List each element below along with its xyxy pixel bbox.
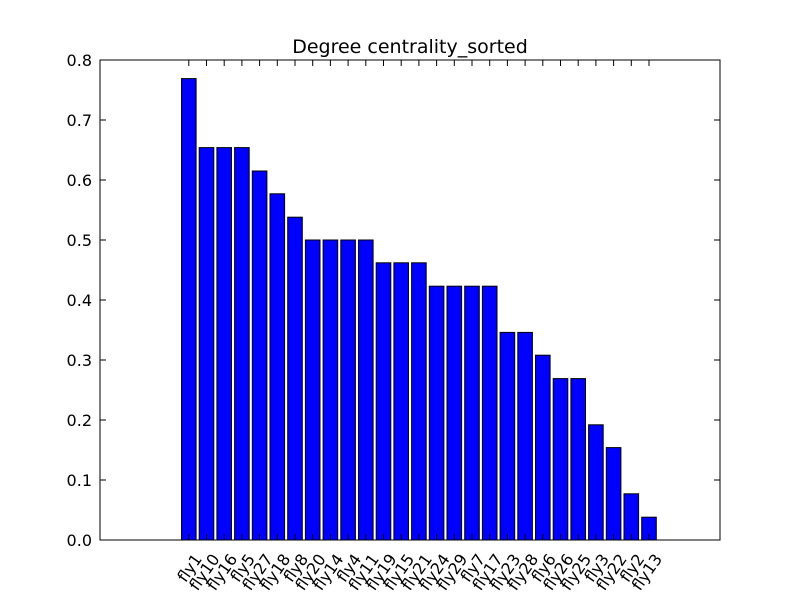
- bar-fly19: [375, 262, 392, 541]
- bar-fly14: [322, 239, 339, 541]
- bars-group: [181, 78, 657, 541]
- bar-fly6: [535, 354, 551, 541]
- bar-fly23: [499, 331, 516, 541]
- bar-fly3: [588, 424, 604, 541]
- bar-fly15: [393, 262, 409, 541]
- bar-fly22: [605, 447, 622, 541]
- y-tick-label: 0.0: [67, 531, 92, 550]
- y-tick-label: 0.3: [67, 351, 92, 370]
- y-tick-label: 0.6: [67, 171, 92, 190]
- y-tick-label: 0.7: [67, 111, 92, 130]
- bar-fly7: [464, 285, 480, 541]
- y-tick-label: 0.1: [67, 471, 92, 490]
- bar-fly11: [358, 239, 374, 541]
- bar-fly8: [287, 216, 303, 541]
- bar-fly26: [552, 378, 569, 541]
- y-axis: 0.0 0.1 0.2 0.3 0.4 0.5 0.6 0.7 0.8: [67, 51, 720, 550]
- bar-fly10: [198, 147, 215, 541]
- y-tick-label: 0.5: [67, 231, 92, 250]
- y-tick-label: 0.8: [67, 51, 92, 70]
- bar-fly21: [411, 262, 427, 541]
- x-axis: fly1fly10fly16fly5fly27fly18fly8fly20fly…: [173, 60, 666, 594]
- bar-fly27: [251, 170, 268, 541]
- bar-fly24: [428, 285, 445, 541]
- bar-fly17: [481, 285, 498, 541]
- bar-fly1: [181, 78, 197, 541]
- chart-title: Degree centrality_sorted: [292, 36, 528, 58]
- bar-fly2: [623, 493, 640, 541]
- bar-fly4: [340, 239, 356, 541]
- bar-fly25: [570, 378, 587, 541]
- plot-frame: [99, 59, 721, 541]
- bar-fly28: [517, 331, 533, 541]
- bar-fly16: [216, 147, 232, 541]
- bar-fly20: [304, 239, 321, 541]
- bar-fly5: [234, 147, 250, 541]
- y-tick-label: 0.4: [67, 291, 92, 310]
- y-tick-label: 0.2: [67, 411, 92, 430]
- bar-fly29: [446, 285, 463, 541]
- bar-fly18: [269, 193, 286, 541]
